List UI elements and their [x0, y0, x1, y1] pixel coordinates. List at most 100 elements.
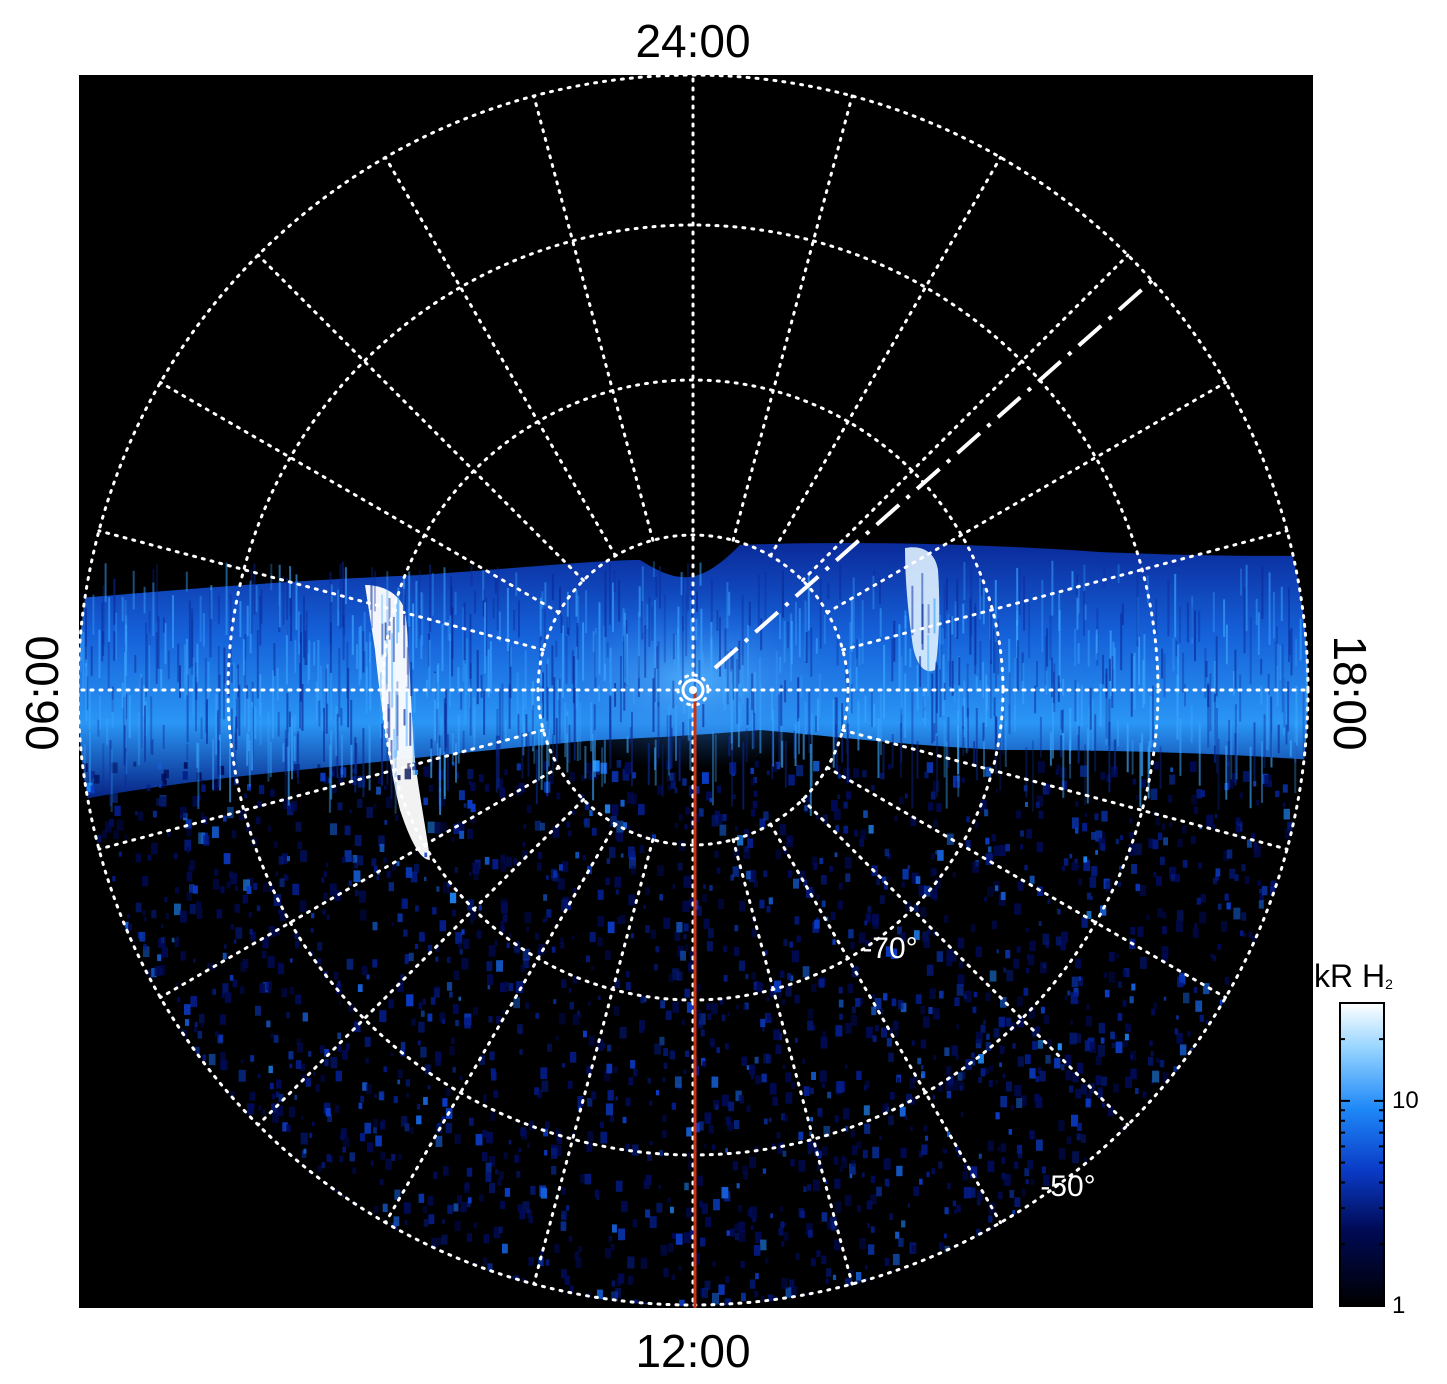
noise-pixel: [420, 1010, 425, 1017]
coordinate-grid: [76, 73, 1310, 1307]
band-streak: [731, 735, 734, 807]
band-streak: [726, 651, 729, 705]
noise-pixel: [1159, 856, 1165, 866]
band-streak: [329, 571, 332, 644]
noise-pixel: [628, 1077, 634, 1086]
noise-pixel: [709, 798, 713, 803]
noise-pixel: [114, 805, 121, 816]
band-streak: [657, 641, 660, 707]
noise-pixel: [502, 914, 508, 923]
band-streak: [533, 726, 536, 764]
noise-pixel: [383, 1066, 387, 1073]
noise-pixel: [589, 931, 596, 943]
noise-pixel: [701, 772, 709, 784]
noise-pixel: [728, 1101, 735, 1112]
noise-pixel: [627, 1275, 634, 1285]
noise-pixel: [880, 1008, 884, 1015]
band-streak: [437, 663, 440, 721]
band-streak: [284, 738, 287, 775]
noise-pixel: [738, 1230, 746, 1243]
band-streak: [1013, 705, 1016, 733]
band-streak: [576, 622, 579, 660]
band-streak: [904, 610, 907, 629]
noise-pixel: [1037, 761, 1045, 773]
noise-pixel: [470, 908, 477, 920]
band-streak: [855, 658, 858, 691]
noise-pixel: [455, 1020, 459, 1027]
noise-pixel: [807, 1184, 811, 1191]
band-streak: [300, 632, 302, 702]
band-streak: [351, 615, 354, 655]
noise-pixel: [442, 1219, 445, 1224]
noise-pixel: [286, 1124, 291, 1132]
noise-pixel: [101, 830, 107, 839]
noise-pixel: [766, 770, 770, 776]
noise-pixel: [998, 894, 1006, 906]
noise-pixel: [488, 1155, 496, 1167]
band-streak: [102, 743, 105, 793]
noise-pixel: [1078, 976, 1082, 981]
noise-pixel: [362, 1082, 368, 1091]
noise-pixel: [500, 854, 506, 863]
noise-pixel: [700, 1029, 705, 1037]
band-streak: [963, 680, 966, 738]
noise-pixel: [1259, 894, 1265, 902]
noise-pixel: [163, 779, 167, 785]
band-streak: [861, 600, 864, 664]
noise-pixel: [709, 885, 713, 891]
colorbar-tick-label-1: 1: [1392, 1292, 1406, 1319]
noise-pixel: [379, 1010, 387, 1023]
noise-pixel: [922, 1016, 930, 1028]
noise-pixel: [463, 803, 467, 808]
noise-pixel: [766, 905, 771, 913]
band-streak: [846, 723, 849, 782]
noise-pixel: [1177, 838, 1183, 848]
band-streak: [1016, 620, 1018, 659]
noise-pixel: [811, 889, 815, 896]
noise-pixel: [161, 924, 164, 929]
noise-pixel: [219, 1014, 226, 1025]
noise-pixel: [703, 918, 710, 929]
band-streak: [613, 570, 616, 592]
noise-pixel: [1080, 1134, 1086, 1143]
noise-pixel: [750, 1225, 754, 1230]
noise-pixel: [753, 790, 758, 797]
band-streak: [524, 650, 527, 710]
band-streak: [215, 694, 218, 755]
noise-pixel: [1162, 911, 1167, 919]
band-streak: [369, 641, 372, 711]
noise-pixel: [534, 1087, 539, 1096]
noise-pixel: [955, 1146, 959, 1152]
band-streak: [779, 613, 781, 640]
noise-pixel: [561, 1269, 567, 1279]
band-streak: [358, 627, 361, 686]
noise-pixel: [806, 795, 810, 803]
noise-pixel: [397, 1069, 403, 1079]
noise-pixel: [1016, 996, 1023, 1007]
noise-pixel: [1130, 927, 1135, 935]
band-streak: [1260, 659, 1263, 675]
noise-pixel: [242, 894, 248, 904]
noise-pixel: [819, 1112, 823, 1118]
noise-pixel: [142, 876, 149, 887]
noise-pixel: [1023, 987, 1029, 996]
band-streak: [808, 688, 811, 753]
noise-pixel: [695, 905, 702, 916]
noise-pixel: [760, 1018, 766, 1028]
noise-pixel: [643, 904, 646, 909]
noise-pixel: [1142, 1091, 1147, 1098]
band-streak: [1008, 638, 1011, 705]
band-streak: [1039, 717, 1042, 758]
band-streak: [469, 684, 472, 708]
noise-pixel: [597, 915, 605, 927]
noise-pixel: [983, 1019, 986, 1025]
noise-pixel: [435, 1051, 442, 1062]
noise-pixel: [594, 1189, 600, 1198]
band-streak: [518, 600, 520, 638]
band-streak: [723, 676, 726, 711]
noise-pixel: [812, 1025, 816, 1031]
noise-pixel: [1103, 972, 1107, 979]
band-streak: [320, 665, 322, 709]
noise-pixel: [344, 850, 352, 863]
noise-pixel: [317, 1165, 322, 1172]
